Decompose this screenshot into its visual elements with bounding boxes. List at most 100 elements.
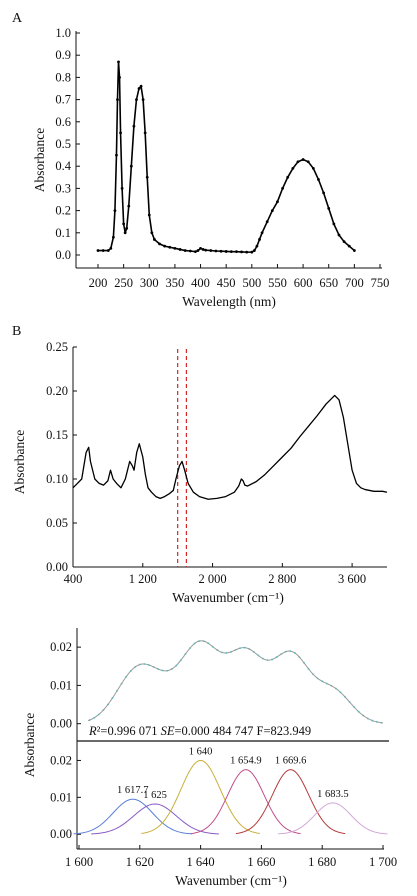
fitted-peak-curve [191,769,301,835]
data-point [265,220,269,224]
x-tick-label: 450 [217,276,236,290]
data-point [106,249,110,252]
data-point [122,222,126,226]
data-point [113,209,117,213]
se-value: =0.000 484 747 [174,724,256,738]
y-axis-title: Absorbance [12,430,27,494]
data-point [252,249,256,252]
measured-point [202,640,205,642]
fitted-peak-curve [73,798,193,835]
panel-c-deconvolution-chart: 0.00 0.01 0.02 0.00 0.01 0.02 1 600 1 620 1 640 1… [22,628,397,888]
measured-point [189,647,191,650]
y-tick-label: 0.6 [55,115,71,129]
data-point [332,222,336,226]
data-point [258,238,261,241]
peak-label: 1 617.7 [117,785,149,796]
measured-point [362,714,365,717]
measured-point [252,650,255,653]
data-point [137,87,141,90]
x-axis-title: Wavenumber (cm⁻¹) [175,873,287,888]
measured-point [366,717,369,720]
data-point [260,231,264,235]
data-point [311,167,315,170]
measured-point [93,716,96,719]
measured-point [125,675,128,678]
x-tick-label: 1 700 [369,855,397,869]
data-point [276,200,279,204]
measured-point [97,713,100,716]
data-point [250,250,254,254]
x-tick-label: 700 [345,276,364,290]
data-point [118,76,121,79]
measured-point [88,719,91,721]
x-tick-label: 1 640 [187,855,215,869]
y-tick-label: 0.00 [50,827,72,841]
measured-point [325,682,328,685]
measured-point [330,684,333,687]
data-point [120,187,124,190]
y-tick-label: 0.15 [46,428,68,442]
measured-point [371,719,374,722]
x-tick-label: 1 200 [129,572,157,586]
data-point [123,231,127,235]
measured-point [353,706,356,708]
peak-label: 1 654.9 [230,756,262,767]
data-point [115,153,118,157]
x-tick-label: 400 [64,572,83,586]
data-point [255,244,259,248]
measured-point [307,667,310,670]
y-tick-label: 0.01 [50,790,72,804]
fitted-peak-curve [91,803,219,835]
y-tick-label: 0.00 [46,560,68,574]
data-point [178,248,182,251]
data-point [199,246,202,250]
x-tick-label: 1 600 [65,855,93,869]
measured-point [207,642,210,645]
data-point [119,131,122,135]
measured-point [284,650,287,653]
data-point [204,248,208,252]
data-point [209,249,213,252]
measured-point [316,677,319,680]
data-point [135,98,138,101]
measured-point [243,646,246,649]
measured-point [152,665,155,668]
measured-point [303,661,305,664]
measured-point [134,665,137,668]
data-point [145,175,149,179]
x-tick-label: 1 660 [247,855,275,869]
data-point [322,191,325,195]
x-tick-label: 1 620 [126,855,154,869]
y-tick-label: 0.20 [46,384,68,398]
measured-point [225,652,228,654]
measured-point [179,659,182,662]
se-symbol: SE [161,724,175,738]
data-point [317,178,320,181]
x-tick-label: 650 [319,276,338,290]
measured-point [339,691,342,694]
data-point [270,209,274,213]
measured-point [298,656,301,659]
y-tick-label: 0.05 [46,516,68,530]
data-point [286,175,290,179]
measured-point [357,710,360,713]
data-point [240,250,243,254]
measured-point [170,668,173,670]
data-point [347,244,351,248]
data-point [194,250,197,254]
measured-point [275,656,278,659]
measured-point [271,658,273,661]
measured-point [216,649,219,651]
data-point [127,204,131,208]
data-point [139,84,143,88]
y-tick-label: 0.3 [55,181,71,195]
measured-point [211,645,214,648]
r2-symbol: R [88,724,97,738]
x-tick-label: 300 [140,276,159,290]
data-point [129,164,133,168]
data-point [147,213,151,217]
measured-point [376,721,378,723]
measured-point [161,669,164,672]
y-tick-label: 0.9 [55,48,71,62]
measured-point [102,709,105,712]
